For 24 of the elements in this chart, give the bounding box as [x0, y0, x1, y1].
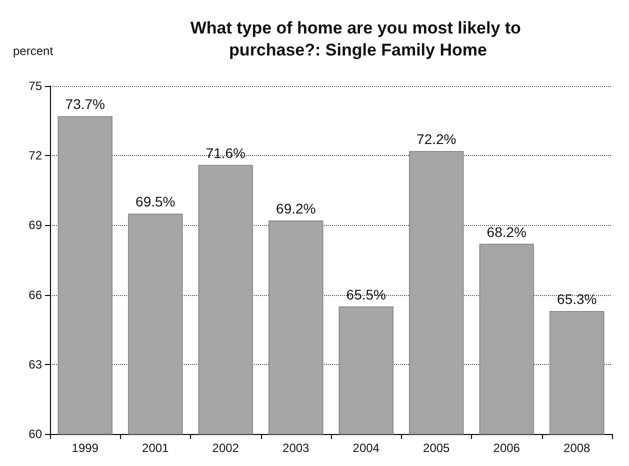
x-tick-label: 2001 [142, 441, 170, 455]
y-axis-title: percent [13, 44, 54, 58]
y-tick-label: 72 [28, 148, 42, 163]
data-label: 65.5% [346, 286, 386, 302]
data-label: 72.2% [416, 130, 456, 147]
data-label: 69.5% [136, 194, 176, 210]
data-label: 65.3% [557, 291, 597, 308]
x-tick-label: 1999 [72, 441, 99, 455]
data-label: 69.2% [276, 200, 316, 217]
x-tick-label: 2005 [423, 441, 450, 455]
x-tick-label: 2004 [352, 441, 380, 455]
data-label: 71.6% [206, 144, 246, 161]
chart-title: What type of home are you most likely to purchase?: Single Family Home [190, 18, 526, 60]
x-tick-label: 2006 [493, 441, 520, 455]
y-tick-label: 75 [28, 79, 42, 93]
y-tick-label: 66 [28, 288, 42, 302]
y-tick-label: 63 [28, 357, 42, 372]
data-label: 73.7% [65, 96, 105, 112]
x-tick-label: 2003 [282, 441, 310, 455]
y-tick-label: 69 [28, 218, 42, 232]
y-tick-label: 60 [28, 427, 42, 441]
x-tick-label: 2002 [212, 441, 240, 455]
x-tick-label: 2008 [564, 441, 591, 455]
data-label: 68.2% [486, 224, 526, 240]
